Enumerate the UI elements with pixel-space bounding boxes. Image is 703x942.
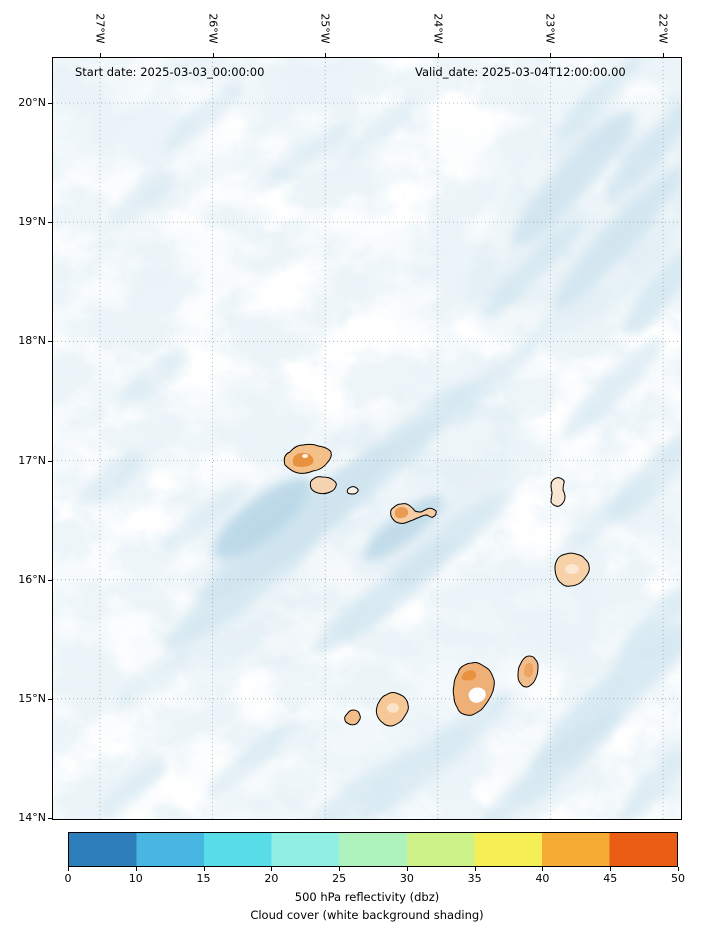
colorbar: 0 10 15 20 25 30 35 40 45 50: [64, 832, 685, 888]
island-shape: [550, 477, 566, 507]
colorbar-gradient: [68, 832, 678, 867]
map-plot-area: Start date: 2025-03-03_00:00:00 Valid_da…: [52, 57, 682, 820]
y-tick-mark: [48, 103, 52, 104]
colorbar-tick-label: 35: [467, 872, 482, 885]
colorbar-tick-label: 15: [196, 872, 211, 885]
y-tick-mark: [48, 222, 52, 224]
islands-layer: [283, 443, 590, 727]
x-tick-mark: [325, 53, 327, 57]
start-date-label: Start date: 2025-03-03_00:00:00: [75, 65, 265, 79]
colorbar-tick-label: 40: [535, 872, 550, 885]
colorbar-tick-mark: [678, 867, 679, 871]
colorbar-tick-mark: [135, 867, 137, 871]
island-highcell: [394, 507, 409, 519]
y-tick-label: 20°N: [18, 96, 46, 109]
y-tick-label: 16°N: [18, 572, 46, 586]
island-shape: [344, 709, 361, 726]
colorbar-tick-label: 10: [128, 872, 143, 885]
x-tick-mark: [663, 53, 664, 57]
map-canvas: [53, 58, 681, 819]
colorbar-tick-label: 20: [264, 872, 279, 885]
island-spot: [565, 564, 579, 574]
island-shape: [346, 486, 359, 495]
colorbar-tick-mark: [339, 867, 341, 871]
island-highcell: [292, 452, 314, 467]
y-tick-label: 19°N: [18, 215, 46, 229]
x-tick-label: 27°W: [93, 13, 107, 44]
x-tick-mark: [100, 53, 101, 57]
colorbar-tick-mark: [406, 867, 408, 871]
island-highcell: [524, 663, 534, 678]
colorbar-title: 500 hPa reflectivity (dbz): [294, 890, 440, 904]
y-tick-label: 17°N: [18, 453, 46, 467]
colorbar-tick-mark: [271, 867, 273, 871]
island-spot: [468, 687, 486, 703]
colorbar-tick-label: 45: [603, 872, 618, 885]
colorbar-tick-label: 50: [671, 872, 685, 885]
x-tick-label: 22°W: [656, 13, 670, 44]
x-tick-label: 24°W: [431, 13, 445, 44]
x-tick-label: 25°W: [318, 13, 332, 44]
x-tick-label: 23°W: [543, 13, 557, 44]
valid-date-label: Valid_date: 2025-03-04T12:00:00.00: [415, 65, 626, 79]
y-tick-mark: [48, 341, 52, 343]
y-tick-label: 14°N: [18, 811, 46, 824]
x-tick-mark: [550, 53, 552, 57]
y-tick-mark: [48, 818, 52, 819]
y-tick-mark: [48, 460, 52, 462]
island-shape: [309, 476, 337, 495]
colorbar-tick-mark: [474, 867, 476, 871]
colorbar-tick-label: 0: [64, 872, 72, 885]
y-tick-mark: [48, 698, 52, 700]
y-tick-mark: [48, 579, 52, 581]
x-tick-label: 26°W: [206, 13, 220, 44]
colorbar-tick-mark: [542, 867, 544, 871]
x-tick-mark: [437, 53, 439, 57]
x-tick-mark: [212, 53, 214, 57]
colorbar-tick-mark: [610, 867, 612, 871]
island-spot: [302, 454, 308, 458]
colorbar-tick-label: 30: [399, 872, 414, 885]
y-tick-label: 15°N: [18, 691, 46, 705]
y-tick-label: 18°N: [18, 334, 46, 348]
island-spot: [387, 703, 399, 713]
colorbar-tick-mark: [68, 867, 69, 871]
island-highcell: [461, 670, 477, 681]
colorbar-tick-mark: [203, 867, 205, 871]
colorbar-subtitle: Cloud cover (white background shading): [250, 908, 484, 922]
grid-lines: [53, 58, 681, 819]
colorbar-tick-label: 25: [332, 872, 347, 885]
